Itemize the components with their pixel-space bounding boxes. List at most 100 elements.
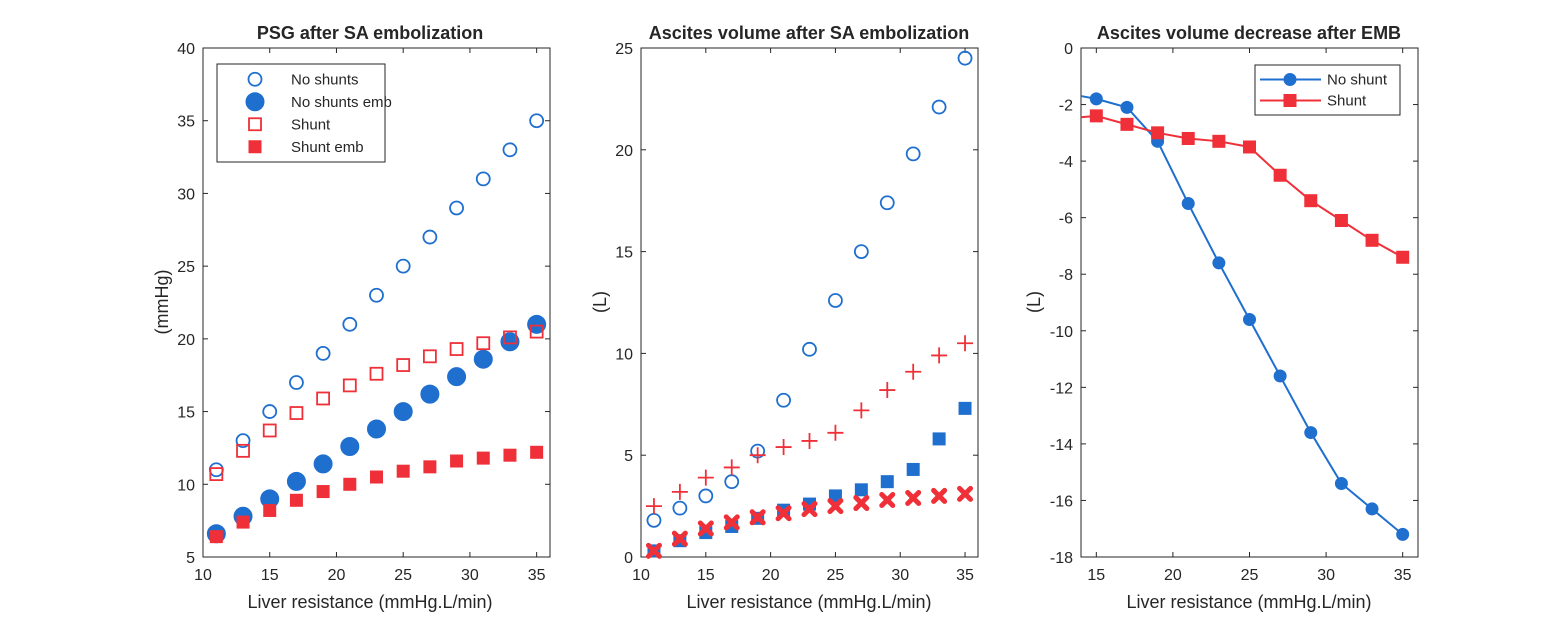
panel-ascites-decrease: Ascites volume decrease after EMB Liver …: [1024, 23, 1419, 612]
legend-marker: [1283, 94, 1297, 107]
data-point: [1212, 256, 1226, 270]
data-point: [1334, 476, 1348, 490]
legend: No shunts No shunts emb Shunt Shunt emb: [216, 63, 392, 163]
series-0: [1080, 92, 1410, 541]
data-point: [1334, 213, 1348, 227]
y-tick-label: -14: [1050, 437, 1073, 454]
series-3: [209, 445, 544, 544]
data-point: [1365, 233, 1379, 247]
x-tick-label: 30: [1317, 567, 1335, 584]
legend-marker: [247, 71, 263, 87]
data-point: [931, 487, 948, 504]
y-tick-label: 5: [186, 550, 195, 567]
y-tick-label: 25: [177, 259, 195, 276]
series-3: [645, 485, 974, 559]
data-point: [672, 500, 688, 516]
data-point: [1181, 197, 1195, 211]
x-tick-label: 15: [1087, 567, 1105, 584]
legend-label: No shunt: [1327, 72, 1388, 89]
data-point: [853, 402, 870, 419]
data-point: [1304, 426, 1318, 440]
data-point: [958, 401, 972, 415]
y-tick-label: 15: [177, 405, 195, 422]
y-tick-label: 0: [1064, 41, 1073, 58]
data-point: [645, 542, 662, 559]
data-point: [502, 142, 518, 158]
data-point: [1212, 134, 1226, 148]
chart-title: Ascites volume decrease after EMB: [1097, 23, 1401, 43]
data-point: [236, 443, 250, 458]
y-axis-label: (L): [590, 291, 610, 313]
x-tick-label: 25: [1241, 567, 1259, 584]
x-tick-label: 35: [956, 567, 974, 584]
data-point: [775, 505, 792, 522]
legend-box: [1254, 64, 1401, 116]
data-point: [932, 432, 946, 446]
data-point: [262, 404, 278, 419]
data-point: [1273, 168, 1287, 182]
data-point: [529, 113, 545, 129]
x-tick-label: 20: [762, 567, 780, 584]
data-point: [423, 460, 437, 474]
data-point: [530, 445, 544, 459]
legend: No shunt Shunt: [1254, 64, 1401, 116]
data-point: [1089, 109, 1103, 123]
series-1: [1080, 109, 1410, 264]
data-point: [263, 503, 277, 517]
data-point: [931, 347, 948, 364]
data-point: [671, 530, 688, 547]
data-point: [422, 229, 438, 245]
data-point: [697, 469, 714, 486]
panel-ascites-volume: Ascites volume after SA embolization Liv…: [590, 23, 979, 612]
data-point: [315, 345, 331, 361]
y-tick-label: 15: [615, 245, 633, 262]
y-tick-label: 5: [624, 448, 633, 465]
data-point: [529, 324, 544, 339]
data-point: [209, 467, 224, 482]
data-point: [500, 332, 520, 352]
legend-marker: [245, 92, 265, 112]
y-tick-label: 25: [615, 41, 633, 58]
y-tick-label: 20: [615, 143, 633, 160]
data-point: [209, 530, 223, 544]
data-point: [1243, 312, 1256, 326]
series-2: [645, 335, 974, 515]
x-tick-label: 35: [528, 567, 546, 584]
data-point: [749, 447, 766, 464]
data-point: [367, 419, 386, 439]
data-point: [931, 99, 947, 115]
data-point: [286, 471, 306, 491]
x-tick-label: 30: [891, 567, 909, 584]
data-point: [396, 358, 411, 372]
data-point: [698, 488, 714, 504]
data-point: [503, 330, 517, 345]
x-tick-label: 25: [827, 567, 845, 584]
data-point: [749, 509, 766, 526]
data-point: [880, 475, 894, 489]
legend-label: No shunts: [291, 71, 359, 88]
x-tick-label: 10: [632, 567, 650, 584]
data-point: [1120, 117, 1134, 131]
y-tick-label: -4: [1059, 154, 1073, 171]
data-point: [645, 498, 662, 515]
data-point: [905, 146, 921, 162]
data-point: [801, 432, 818, 449]
data-point: [289, 493, 303, 507]
y-tick-label: 10: [615, 346, 633, 363]
y-tick-label: -8: [1059, 267, 1073, 284]
y-tick-label: 30: [177, 186, 195, 203]
legend-label: Shunt: [291, 116, 331, 133]
data-point: [802, 341, 817, 357]
data-point: [1365, 502, 1379, 516]
legend-marker: [248, 140, 262, 154]
x-tick-label: 30: [461, 567, 479, 584]
data-point: [313, 454, 333, 474]
panel-psg: PSG after SA embolization Liver resistan…: [152, 23, 551, 612]
y-tick-label: -10: [1050, 324, 1073, 341]
data-point: [503, 448, 517, 462]
data-point: [905, 489, 922, 506]
data-point: [1304, 194, 1318, 208]
data-point: [697, 520, 714, 537]
data-point: [342, 378, 357, 393]
